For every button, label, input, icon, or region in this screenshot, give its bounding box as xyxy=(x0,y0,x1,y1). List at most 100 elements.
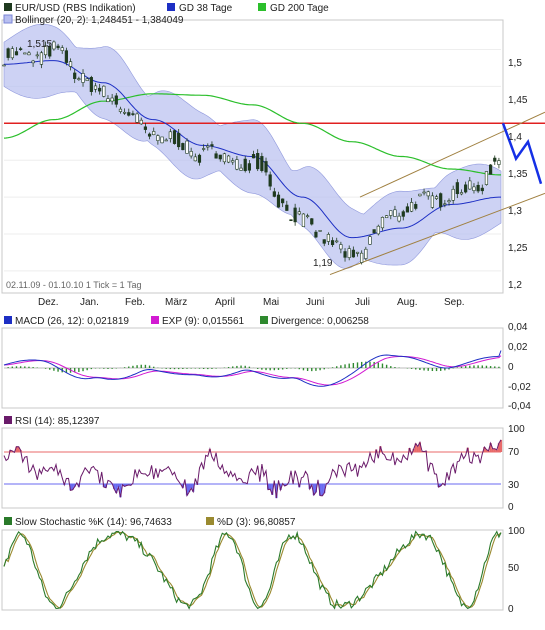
candle-body xyxy=(318,230,322,232)
candle-body xyxy=(360,252,364,263)
candle-body xyxy=(127,112,131,116)
candle-body xyxy=(343,251,347,258)
candle-body xyxy=(393,209,397,217)
candle-body xyxy=(301,213,306,227)
candle-body xyxy=(231,160,235,163)
x-tick-mai: Mai xyxy=(263,297,279,308)
legend-label-stoch-d: %D (3): 96,80857 xyxy=(217,517,296,528)
forecast-zigzag xyxy=(501,122,543,185)
candle-body xyxy=(239,167,243,171)
macd-tick-neg-0-02: -0,02 xyxy=(508,382,531,393)
candle-body xyxy=(98,87,102,92)
legend-label-divergence: Divergence: 0,006258 xyxy=(271,316,369,327)
price-plot xyxy=(2,23,545,276)
candle-body xyxy=(472,186,476,191)
rsi-y-axis: 100 70 30 0 xyxy=(508,424,525,513)
candle-body xyxy=(202,148,206,150)
candle-body xyxy=(455,182,459,195)
legend-swatch-macd xyxy=(4,316,12,324)
legend-swatch-rsi xyxy=(4,416,12,424)
y-tick-1-45: 1,45 xyxy=(508,95,528,106)
period-info: 02.11.09 - 01.10.10 1 Tick = 1 Tag xyxy=(6,280,142,290)
candle-body xyxy=(189,151,193,157)
candle-body xyxy=(110,97,114,102)
legend-label-macd: MACD (26, 12): 0,021819 xyxy=(15,316,129,327)
candle-body xyxy=(464,184,468,193)
candle-body xyxy=(114,95,118,105)
candle-body xyxy=(218,154,222,160)
stoch-tick-100: 100 xyxy=(508,526,525,537)
candle-body xyxy=(177,132,181,148)
candle-body xyxy=(181,143,185,151)
candle-body xyxy=(256,152,260,170)
trend-line-upper xyxy=(359,111,545,198)
candle-body xyxy=(31,60,35,64)
y-tick-1-2: 1,2 xyxy=(508,280,522,291)
stoch-y-axis: 100 50 0 xyxy=(508,526,525,615)
candle-body xyxy=(160,136,164,144)
candle-body xyxy=(326,234,331,242)
candle-body xyxy=(93,85,98,90)
candle-body xyxy=(330,240,335,246)
legend-swatch-price xyxy=(4,3,12,11)
rsi-tick-0: 0 xyxy=(508,502,514,513)
candle-body xyxy=(422,191,426,194)
candle-body xyxy=(434,196,439,200)
x-tick-maerz: März xyxy=(165,297,187,308)
candle-body xyxy=(397,215,401,222)
candle-body xyxy=(289,219,293,222)
legend-swatch-gd38 xyxy=(167,3,175,11)
y-tick-1-25: 1,25 xyxy=(508,243,528,254)
macd-legend: MACD (26, 12): 0,021819 EXP (9): 0,01556… xyxy=(4,316,369,327)
candle-body xyxy=(355,251,360,254)
candle-body xyxy=(243,158,247,172)
candle-body xyxy=(156,135,160,141)
legend-label-bollinger: Bollinger (20, 2): 1,248451 - 1,384049 xyxy=(15,15,184,26)
candle-body xyxy=(64,50,68,63)
candle-body xyxy=(139,119,143,125)
candle-body xyxy=(19,48,23,50)
macd-tick-0-04: 0,04 xyxy=(508,322,528,333)
y-tick-1-3: 1,3 xyxy=(508,206,522,217)
candle-body xyxy=(168,131,172,139)
candle-body xyxy=(380,217,385,229)
candle-body xyxy=(339,244,343,250)
candle-body xyxy=(447,200,451,203)
candle-body xyxy=(493,157,497,162)
macd-y-axis: 0,04 0,02 0 -0,02 -0,04 xyxy=(508,322,531,412)
candle-body xyxy=(364,248,368,259)
candle-body xyxy=(376,225,380,235)
candle-body xyxy=(35,54,39,57)
candle-body xyxy=(210,144,214,147)
candle-body xyxy=(385,215,389,219)
trend-line-lower xyxy=(329,192,545,276)
x-tick-sep: Sep. xyxy=(444,297,465,308)
x-axis: Dez. Jan. Feb. März April Mai Juni Juli … xyxy=(38,297,465,308)
candle-body xyxy=(226,155,231,163)
legend-label-gd38: GD 38 Tage xyxy=(179,3,233,14)
x-tick-jan: Jan. xyxy=(80,297,99,308)
candle-body xyxy=(73,72,77,79)
candle-body xyxy=(206,145,210,148)
rsi-tick-100: 100 xyxy=(508,424,525,435)
y-tick-1-5: 1,5 xyxy=(508,58,522,69)
candle-body xyxy=(89,77,93,92)
candle-body xyxy=(489,164,493,175)
x-tick-feb: Feb. xyxy=(125,297,145,308)
candle-body xyxy=(106,98,110,102)
candle-body xyxy=(118,108,123,112)
rsi-tick-70: 70 xyxy=(508,447,520,458)
candle-body xyxy=(39,52,44,65)
macd-tick-0-02: 0,02 xyxy=(508,342,528,353)
candle-body xyxy=(81,73,85,83)
candle-body xyxy=(418,193,422,197)
candle-body xyxy=(476,184,480,192)
macd-tick-0: 0 xyxy=(508,362,514,373)
candle-body xyxy=(23,52,27,55)
candle-body xyxy=(260,156,264,171)
candle-body xyxy=(172,130,177,144)
candle-body xyxy=(10,48,14,59)
bollinger-band xyxy=(3,23,502,269)
candle-body xyxy=(143,126,148,130)
